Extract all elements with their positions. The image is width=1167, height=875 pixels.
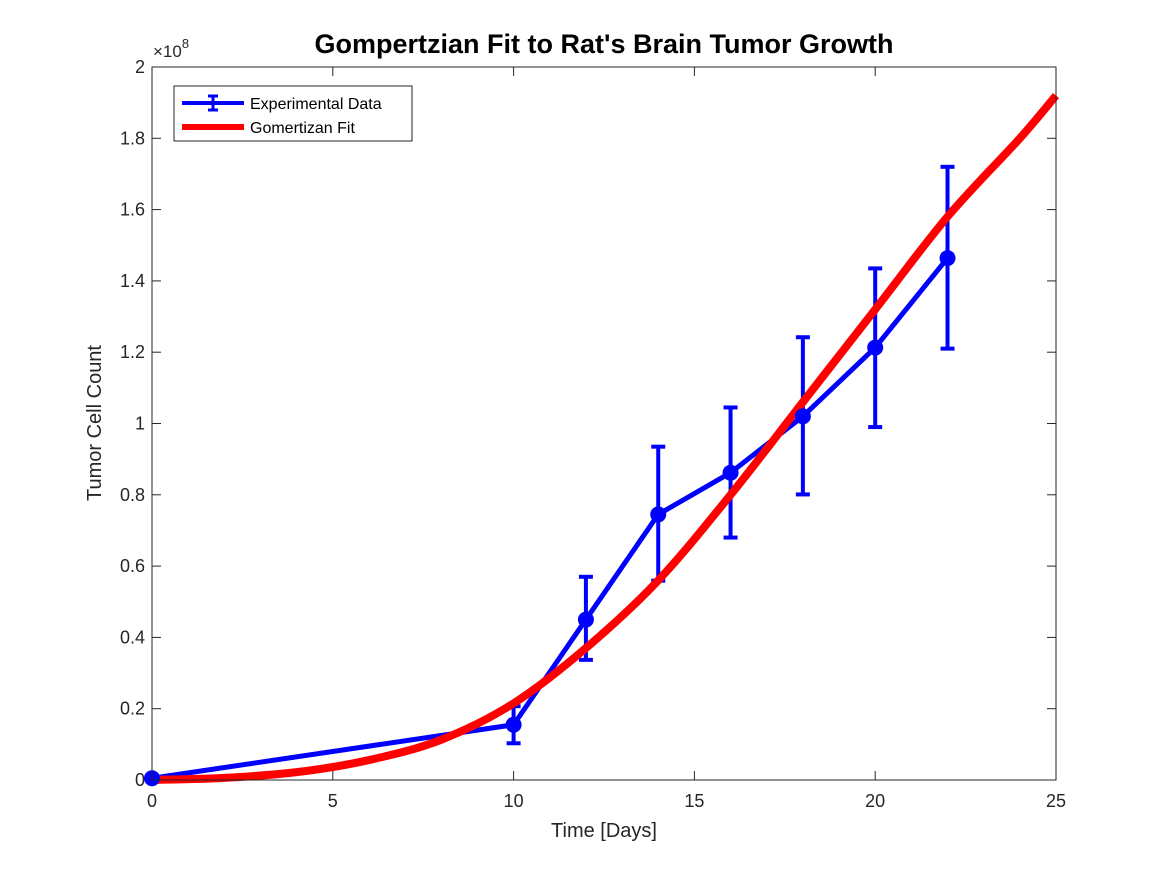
experimental-data-line — [151, 256, 950, 781]
data-point — [577, 611, 594, 628]
x-tick-label: 5 — [328, 791, 338, 811]
y-tick-label: 1 — [135, 414, 145, 434]
y-tick-label: 0.8 — [120, 485, 145, 505]
x-tick-label: 0 — [147, 791, 157, 811]
y-tick-label: 1.4 — [120, 271, 145, 291]
data-point — [505, 716, 522, 733]
x-tick-label: 20 — [865, 791, 885, 811]
y-exponent-base: ×10 — [153, 42, 182, 61]
y-tick-label: 0.6 — [120, 556, 145, 576]
legend-label-fit: Gomertizan Fit — [250, 120, 355, 137]
data-point — [794, 408, 811, 425]
legend: Experimental Data Gomertizan Fit — [173, 85, 413, 142]
y-tick-label: 0.2 — [120, 699, 145, 719]
chart-title: Gompertzian Fit to Rat's Brain Tumor Gro… — [315, 29, 894, 59]
gompertz-fit-line — [151, 92, 1060, 784]
x-tick-label: 10 — [504, 791, 524, 811]
data-point — [650, 506, 667, 523]
data-point — [722, 464, 739, 481]
y-tick-label: 1.2 — [120, 342, 145, 362]
y-tick-label: 0 — [135, 770, 145, 790]
x-tick-label: 15 — [684, 791, 704, 811]
x-tick-label: 25 — [1046, 791, 1066, 811]
data-point — [939, 250, 956, 267]
y-tick-label: 0.4 — [120, 627, 145, 647]
plot-area — [152, 67, 1056, 780]
legend-entry-experimental: Experimental Data — [182, 94, 382, 113]
data-layer — [144, 92, 1060, 787]
y-tick-label: 1.6 — [120, 200, 145, 220]
y-tick-label: 1.8 — [120, 128, 145, 148]
y-exponent-power: 8 — [182, 36, 189, 51]
y-axis-label: Tumor Cell Count — [84, 345, 106, 501]
legend-label-experimental: Experimental Data — [250, 96, 382, 113]
x-axis-label: Time [Days] — [551, 820, 657, 842]
y-tick-label: 2 — [135, 57, 145, 77]
y-exponent-label: ×108 — [153, 36, 189, 61]
legend-entry-fit: Gomertizan Fit — [182, 120, 355, 137]
axes-layer: 0 5 10 15 20 25 0 0.2 0.4 0.6 0.8 1 1.2 1.4 1.6 1.8 2 — [120, 57, 1066, 811]
data-point — [867, 339, 884, 356]
